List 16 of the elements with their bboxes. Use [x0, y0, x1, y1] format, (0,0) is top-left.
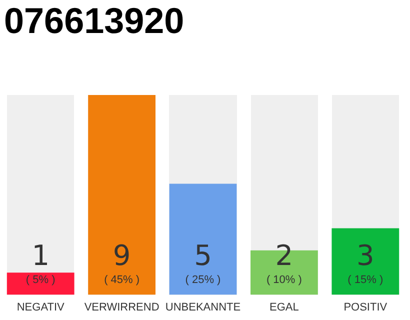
data-label: 3	[356, 238, 374, 272]
x-tick-label: NEGATIV	[16, 301, 65, 314]
data-label: 9	[112, 238, 131, 272]
x-tick-label: UNBEKANNTE	[165, 301, 241, 314]
chart-title: 076613920	[4, 0, 184, 42]
annotation: ( 5% )	[26, 274, 56, 286]
annotation: ( 15% )	[348, 274, 384, 286]
x-tick-label: POSITIV	[344, 301, 388, 314]
data-label: 1	[32, 238, 50, 272]
annotation: ( 10% )	[266, 274, 302, 286]
x-tick-label: VERWIRREND	[84, 301, 160, 314]
bar	[6, 272, 74, 295]
annotation: ( 45% )	[104, 274, 140, 286]
x-tick-label: EGAL	[270, 301, 299, 314]
annotation: ( 25% )	[185, 274, 221, 286]
data-label: 5	[194, 238, 212, 272]
